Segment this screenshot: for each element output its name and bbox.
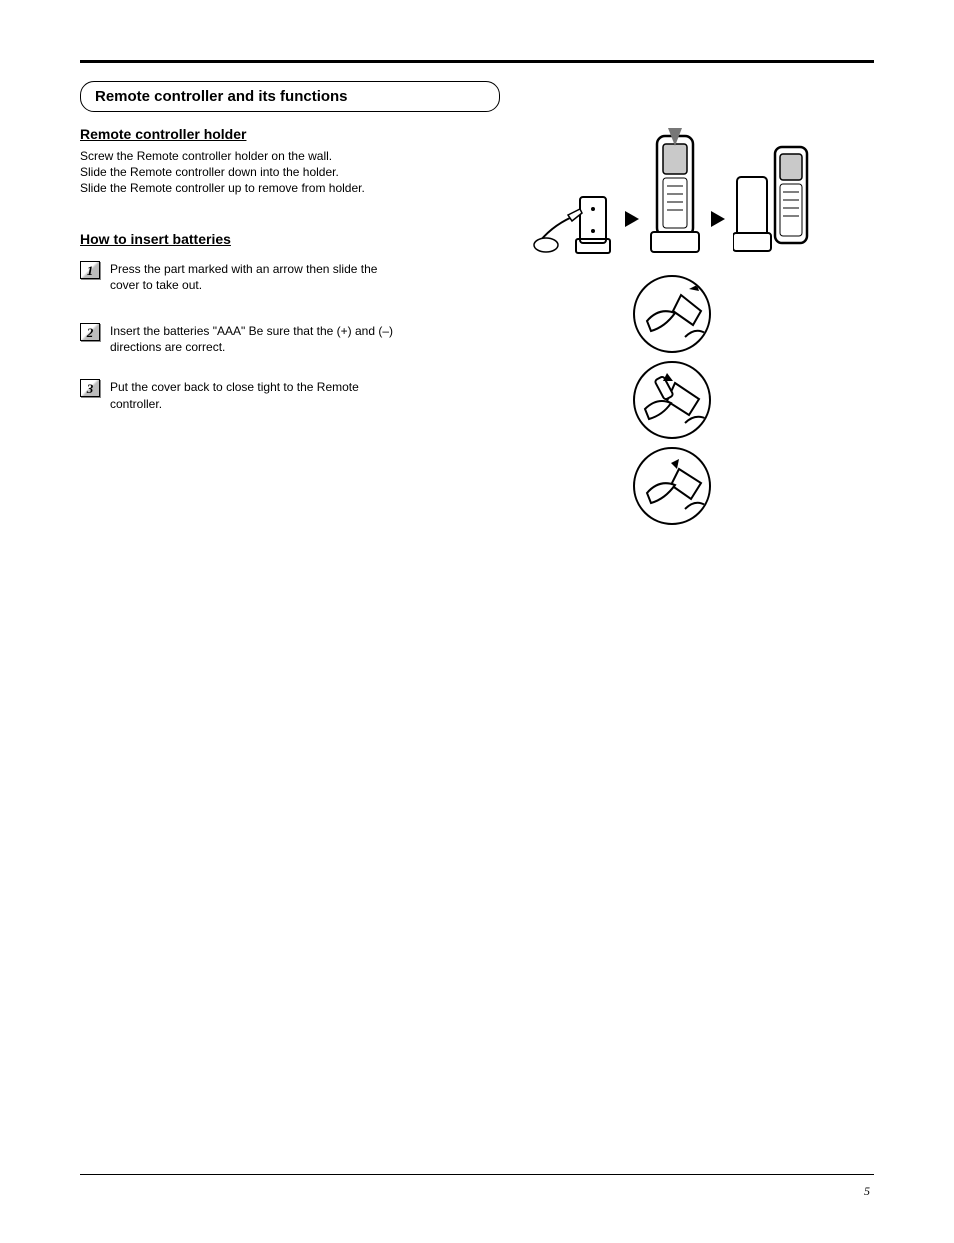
arrow-right-icon-2 [711, 211, 725, 227]
holder-illustration-group [470, 132, 874, 267]
step-1-text: Press the part marked with an arrow then… [110, 261, 410, 293]
arrow-down-icon [668, 128, 682, 146]
battery-illustrations [470, 275, 874, 525]
content-layout: Remote controller holder Screw the Remot… [80, 122, 874, 533]
left-column: Remote controller holder Screw the Remot… [80, 122, 440, 412]
holder-text: Screw the Remote controller holder on th… [80, 148, 420, 197]
step-3-row: 3 Put the cover back to close tight to t… [80, 379, 440, 411]
holder-line-1: Screw the Remote controller holder on th… [80, 149, 332, 163]
step-2-text: Insert the batteries "AAA" Be sure that … [110, 323, 410, 355]
step-1-badge: 1 [80, 261, 100, 279]
page-number: 5 [864, 1184, 870, 1199]
arrow-right-icon-1 [625, 211, 639, 227]
remote-in-holder-icon [647, 132, 703, 267]
insert-batteries-icon [633, 361, 711, 439]
bottom-rule [80, 1174, 874, 1175]
section-title: Remote controller and its functions [80, 81, 500, 112]
step-2-row: 2 Insert the batteries "AAA" Be sure tha… [80, 323, 440, 355]
holder-line-3: Slide the Remote controller up to remove… [80, 181, 365, 195]
step-1-row: 1 Press the part marked with an arrow th… [80, 261, 440, 293]
step-3-text: Put the cover back to close tight to the… [110, 379, 410, 411]
top-rule [80, 60, 874, 63]
remote-out-holder-icon [733, 137, 813, 267]
screwdriver-bracket-icon [532, 177, 617, 267]
battery-heading: How to insert batteries [80, 231, 440, 247]
step-2-badge: 2 [80, 323, 100, 341]
slide-cover-open-icon [633, 275, 711, 353]
right-column [470, 122, 874, 533]
holder-line-2: Slide the Remote controller down into th… [80, 165, 339, 179]
holder-heading: Remote controller holder [80, 126, 440, 142]
step-3-badge: 3 [80, 379, 100, 397]
close-cover-icon [633, 447, 711, 525]
